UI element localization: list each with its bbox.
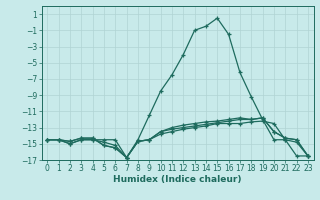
X-axis label: Humidex (Indice chaleur): Humidex (Indice chaleur) [113, 175, 242, 184]
